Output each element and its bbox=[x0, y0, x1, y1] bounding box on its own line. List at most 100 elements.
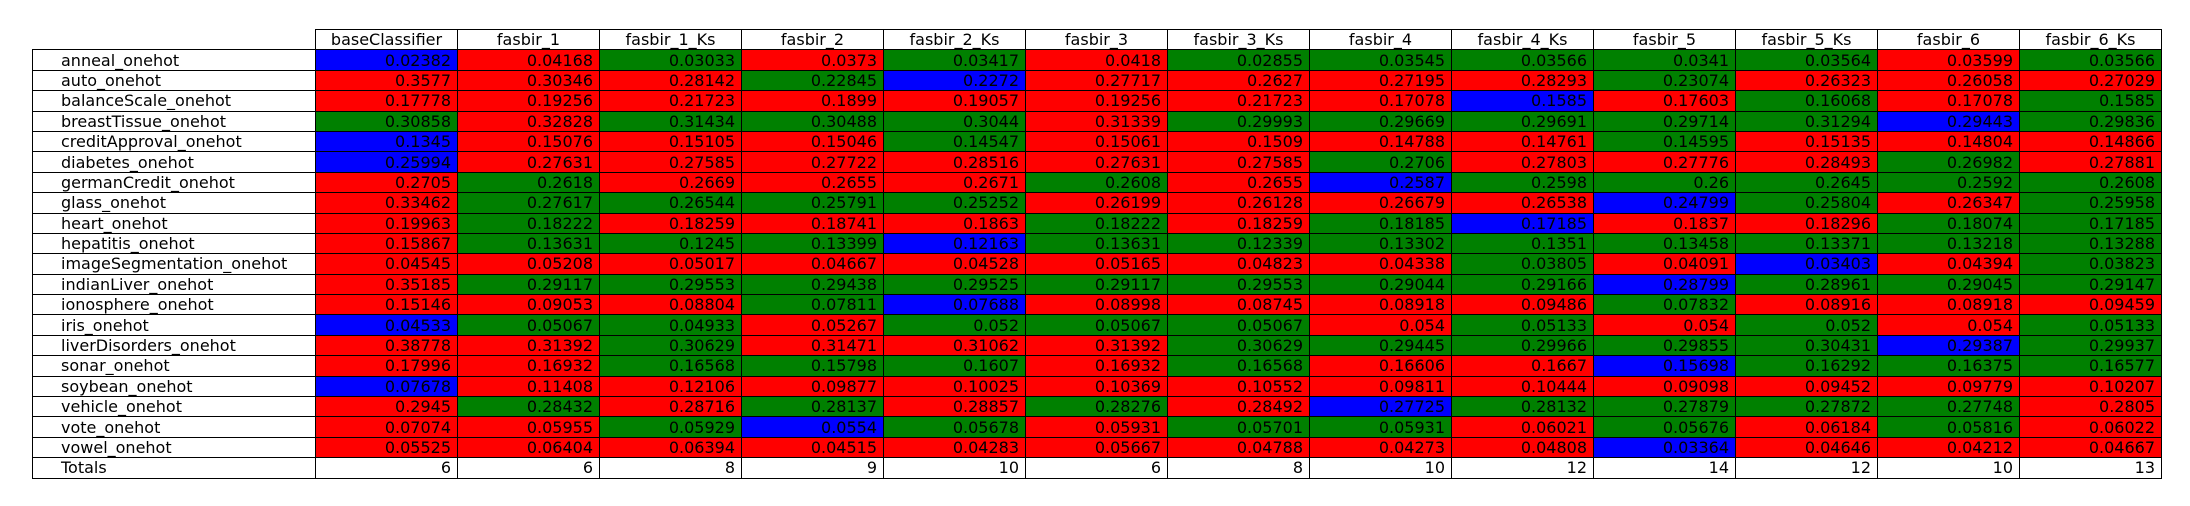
value-cell: 0.29553 bbox=[599, 273, 742, 296]
value-cell: 0.16292 bbox=[1735, 355, 1878, 377]
value-cell: 0.08916 bbox=[1735, 294, 1878, 316]
value-cell: 0.18185 bbox=[1309, 212, 1452, 234]
row-label: imageSegmentation_onehot bbox=[32, 253, 316, 275]
value-cell: 0.33462 bbox=[315, 192, 458, 214]
value-cell: 0.17778 bbox=[315, 90, 458, 112]
value-cell: 0.2608 bbox=[2019, 171, 2162, 194]
value-cell: 0.12163 bbox=[883, 232, 1026, 255]
value-cell: 0.29147 bbox=[2019, 273, 2162, 296]
value-cell: 0.25252 bbox=[883, 192, 1026, 214]
value-cell: 0.3577 bbox=[315, 69, 458, 92]
value-cell: 0.30858 bbox=[315, 110, 458, 132]
value-cell: 0.052 bbox=[883, 314, 1026, 336]
value-cell: 0.04338 bbox=[1309, 253, 1452, 275]
value-cell: 0.03564 bbox=[1735, 49, 1878, 71]
row-label: balanceScale_onehot bbox=[32, 90, 316, 112]
totals-cell: 14 bbox=[1593, 457, 1736, 479]
value-cell: 0.06022 bbox=[2019, 416, 2162, 438]
value-cell: 0.31392 bbox=[457, 334, 600, 357]
value-cell: 0.27631 bbox=[1025, 151, 1168, 173]
value-cell: 0.27748 bbox=[1877, 396, 2020, 418]
value-cell: 0.0554 bbox=[741, 416, 884, 438]
column-header: fasbir_1 bbox=[457, 28, 600, 51]
value-cell: 0.06394 bbox=[599, 436, 742, 459]
totals-cell: 8 bbox=[1167, 457, 1310, 479]
value-cell: 0.04212 bbox=[1877, 436, 2020, 459]
value-cell: 0.05208 bbox=[457, 253, 600, 275]
value-cell: 0.15867 bbox=[315, 232, 458, 255]
table-row: sonar_onehot 0.17996 0.16932 0.16568 0.15798… bbox=[32, 355, 2162, 377]
value-cell: 0.05133 bbox=[1451, 314, 1594, 336]
totals-cell: 6 bbox=[315, 457, 458, 479]
value-cell: 0.07678 bbox=[315, 375, 458, 398]
value-cell: 0.13302 bbox=[1309, 232, 1452, 255]
value-cell: 0.18222 bbox=[1025, 212, 1168, 234]
value-cell: 0.12106 bbox=[599, 375, 742, 398]
value-cell: 0.054 bbox=[1877, 314, 2020, 336]
value-cell: 0.04283 bbox=[883, 436, 1026, 459]
table-row: balanceScale_onehot 0.17778 0.19256 0.21723… bbox=[32, 90, 2162, 112]
value-cell: 0.06021 bbox=[1451, 416, 1594, 438]
totals-cell: 6 bbox=[457, 457, 600, 479]
value-cell: 0.08804 bbox=[599, 294, 742, 316]
value-cell: 0.27585 bbox=[599, 151, 742, 173]
column-header: fasbir_6 bbox=[1877, 28, 2020, 51]
table-row: heart_onehot 0.19963 0.18222 0.18259 0.18741… bbox=[32, 212, 2162, 234]
value-cell: 0.2627 bbox=[1167, 69, 1310, 92]
column-header: fasbir_3 bbox=[1025, 28, 1168, 51]
table-row: soybean_onehot 0.07678 0.11408 0.12106 0.098… bbox=[32, 375, 2162, 398]
value-cell: 0.31294 bbox=[1735, 110, 1878, 132]
table-row: creditApproval_onehot 0.1345 0.15076 0.1510… bbox=[32, 130, 2162, 153]
value-cell: 0.28432 bbox=[457, 396, 600, 418]
value-cell: 0.03545 bbox=[1309, 49, 1452, 71]
value-cell: 0.05929 bbox=[599, 416, 742, 438]
value-cell: 0.18259 bbox=[1167, 212, 1310, 234]
value-cell: 0.27717 bbox=[1025, 69, 1168, 92]
totals-cell: 10 bbox=[883, 457, 1026, 479]
value-cell: 0.27029 bbox=[2019, 69, 2162, 92]
value-cell: 0.26128 bbox=[1167, 192, 1310, 214]
table-row: ionosphere_onehot 0.15146 0.09053 0.08804 0.… bbox=[32, 294, 2162, 316]
value-cell: 0.17078 bbox=[1877, 90, 2020, 112]
value-cell: 0.29044 bbox=[1309, 273, 1452, 296]
value-cell: 0.16577 bbox=[2019, 355, 2162, 377]
value-cell: 0.29553 bbox=[1167, 273, 1310, 296]
value-cell: 0.25804 bbox=[1735, 192, 1878, 214]
column-header: fasbir_5 bbox=[1593, 28, 1736, 51]
value-cell: 0.1351 bbox=[1451, 232, 1594, 255]
value-cell: 0.28137 bbox=[741, 396, 884, 418]
value-cell: 0.10444 bbox=[1451, 375, 1594, 398]
value-cell: 0.05017 bbox=[599, 253, 742, 275]
value-cell: 0.05816 bbox=[1877, 416, 2020, 438]
value-cell: 0.2706 bbox=[1309, 151, 1452, 173]
column-header: fasbir_2 bbox=[741, 28, 884, 51]
column-header: fasbir_3_Ks bbox=[1167, 28, 1310, 51]
value-cell: 0.17078 bbox=[1309, 90, 1452, 112]
value-cell: 0.09452 bbox=[1735, 375, 1878, 398]
value-cell: 0.29443 bbox=[1877, 110, 2020, 132]
totals-label: Totals bbox=[32, 457, 316, 479]
totals-cell: 8 bbox=[599, 457, 742, 479]
value-cell: 0.14788 bbox=[1309, 130, 1452, 153]
row-label: anneal_onehot bbox=[32, 49, 316, 71]
value-cell: 0.2598 bbox=[1451, 171, 1594, 194]
value-cell: 0.16568 bbox=[599, 355, 742, 377]
row-label: iris_onehot bbox=[32, 314, 316, 336]
value-cell: 0.27195 bbox=[1309, 69, 1452, 92]
value-cell: 0.16375 bbox=[1877, 355, 2020, 377]
value-cell: 0.08998 bbox=[1025, 294, 1168, 316]
value-cell: 0.2945 bbox=[315, 396, 458, 418]
value-cell: 0.28276 bbox=[1025, 396, 1168, 418]
table-row: iris_onehot 0.04533 0.05067 0.04933 0.05267 0… bbox=[32, 314, 2162, 336]
value-cell: 0.28716 bbox=[599, 396, 742, 418]
table-row: auto_onehot 0.3577 0.30346 0.28142 0.22845 0.… bbox=[32, 69, 2162, 92]
value-cell: 0.10369 bbox=[1025, 375, 1168, 398]
value-cell: 0.06184 bbox=[1735, 416, 1878, 438]
value-cell: 0.26679 bbox=[1309, 192, 1452, 214]
value-cell: 0.04823 bbox=[1167, 253, 1310, 275]
totals-cell: 12 bbox=[1451, 457, 1594, 479]
value-cell: 0.26058 bbox=[1877, 69, 2020, 92]
value-cell: 0.26982 bbox=[1877, 151, 2020, 173]
column-header: fasbir_1_Ks bbox=[599, 28, 742, 51]
value-cell: 0.17603 bbox=[1593, 90, 1736, 112]
